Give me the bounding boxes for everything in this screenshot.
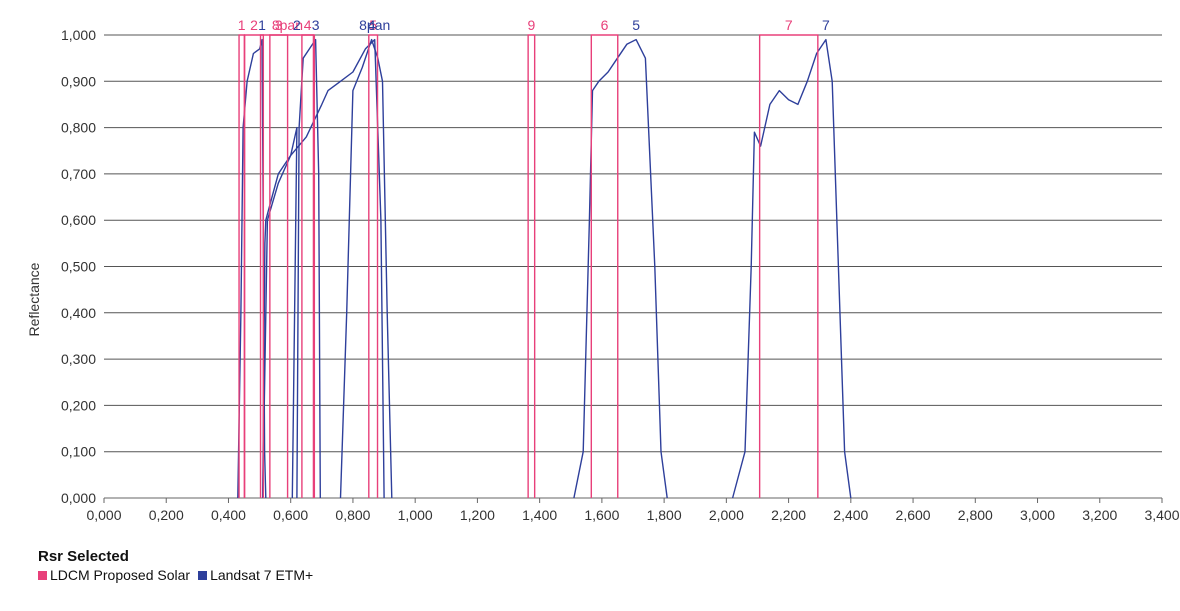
x-tick-label: 2,600 <box>896 507 931 523</box>
legend-swatch-ldcm <box>38 570 47 580</box>
landsat-band-label: 1 <box>258 17 266 33</box>
legend-items: LDCM Proposed Solar Landsat 7 ETM+ <box>38 567 321 583</box>
landsat-band-label: 7 <box>822 17 830 33</box>
x-tick-label: 1,000 <box>398 507 433 523</box>
ldcm-band-label: 2 <box>250 17 258 33</box>
x-tick-label: 0,000 <box>86 507 121 523</box>
y-axis-title: Reflectance <box>26 262 42 336</box>
y-tick-label: 0,500 <box>61 259 96 275</box>
x-tick-label: 1,600 <box>584 507 619 523</box>
ldcm-band-label: 8pan <box>272 17 303 33</box>
ldcm-band-label: 6 <box>601 17 609 33</box>
legend-swatch-landsat <box>198 570 208 580</box>
ldcm-band-rect[interactable] <box>527 34 536 498</box>
y-tick-label: 0,900 <box>61 73 96 89</box>
ldcm-band-label: 1 <box>238 17 246 33</box>
y-tick-label: 0,300 <box>61 351 96 367</box>
ldcm-band-label: 3 <box>275 17 283 33</box>
x-tick-label: 3,200 <box>1082 507 1117 523</box>
landsat-band-label: 4 <box>368 17 376 33</box>
y-tick-label: 0,400 <box>61 305 96 321</box>
ldcm-band-label: 5 <box>369 17 377 33</box>
ldcm-band-label: 9 <box>528 17 536 33</box>
x-tick-label: 0,200 <box>149 507 184 523</box>
legend-title: Rsr Selected <box>38 548 129 565</box>
landsat-band-curve[interactable] <box>262 126 298 499</box>
x-tick-label: 0,400 <box>211 507 246 523</box>
landsat-band-curve[interactable] <box>262 38 385 499</box>
legend-item-landsat[interactable]: Landsat 7 ETM+ <box>198 567 313 583</box>
ldcm-band-rect[interactable] <box>259 34 316 498</box>
x-tick-label: 0,600 <box>273 507 308 523</box>
x-tick-label: 1,800 <box>647 507 682 523</box>
y-tick-label: 0,100 <box>61 444 96 460</box>
landsat-band-curve[interactable] <box>339 38 393 499</box>
legend-label-ldcm: LDCM Proposed Solar <box>50 567 191 583</box>
ldcm-band-rect[interactable] <box>368 34 379 498</box>
landsat-band-label: 3 <box>312 17 320 33</box>
landsat-band-curve[interactable] <box>296 38 321 499</box>
x-tick-label: 0,800 <box>335 507 370 523</box>
ldcm-band-label: 7 <box>785 17 793 33</box>
legend: Rsr Selected LDCM Proposed Solar Landsat… <box>38 548 321 583</box>
y-tick-label: 0,700 <box>61 166 96 182</box>
ldcm-band-rect[interactable] <box>758 34 819 498</box>
x-tick-label: 2,400 <box>833 507 868 523</box>
y-tick-label: 1,000 <box>61 27 96 43</box>
landsat-band-label: 2 <box>293 17 301 33</box>
x-tick-label: 2,800 <box>958 507 993 523</box>
landsat-band-curve[interactable] <box>573 38 668 499</box>
x-tick-label: 3,400 <box>1144 507 1179 523</box>
x-tick-label: 2,000 <box>709 507 744 523</box>
x-tick-label: 3,000 <box>1020 507 1055 523</box>
landsat-band-label: 8pan <box>359 17 390 33</box>
x-tick-label: 2,200 <box>771 507 806 523</box>
y-tick-label: 0,800 <box>61 120 96 136</box>
legend-label-landsat: Landsat 7 ETM+ <box>210 567 314 583</box>
chart-plot: 0,000 0,100 0,200 0,300 0,400 0,500 0,600 0,700… <box>26 17 1180 545</box>
x-axis-title: Wavelength in Microns <box>527 542 668 545</box>
landsat-band-curve[interactable] <box>237 38 267 499</box>
x-tick-label: 1,200 <box>460 507 495 523</box>
y-tick-label: 0,000 <box>61 490 96 506</box>
y-tick-label: 0,200 <box>61 397 96 413</box>
x-tick-label: 1,400 <box>522 507 557 523</box>
ldcm-band-rect[interactable] <box>590 34 619 498</box>
legend-item-ldcm[interactable]: LDCM Proposed Solar <box>38 567 190 583</box>
y-tick-label: 0,600 <box>61 212 96 228</box>
landsat-band-label: 5 <box>632 17 640 33</box>
ldcm-band-label: 4 <box>304 17 312 33</box>
ldcm-band-rect[interactable] <box>243 34 265 498</box>
landsat-band-curve[interactable] <box>731 38 852 499</box>
